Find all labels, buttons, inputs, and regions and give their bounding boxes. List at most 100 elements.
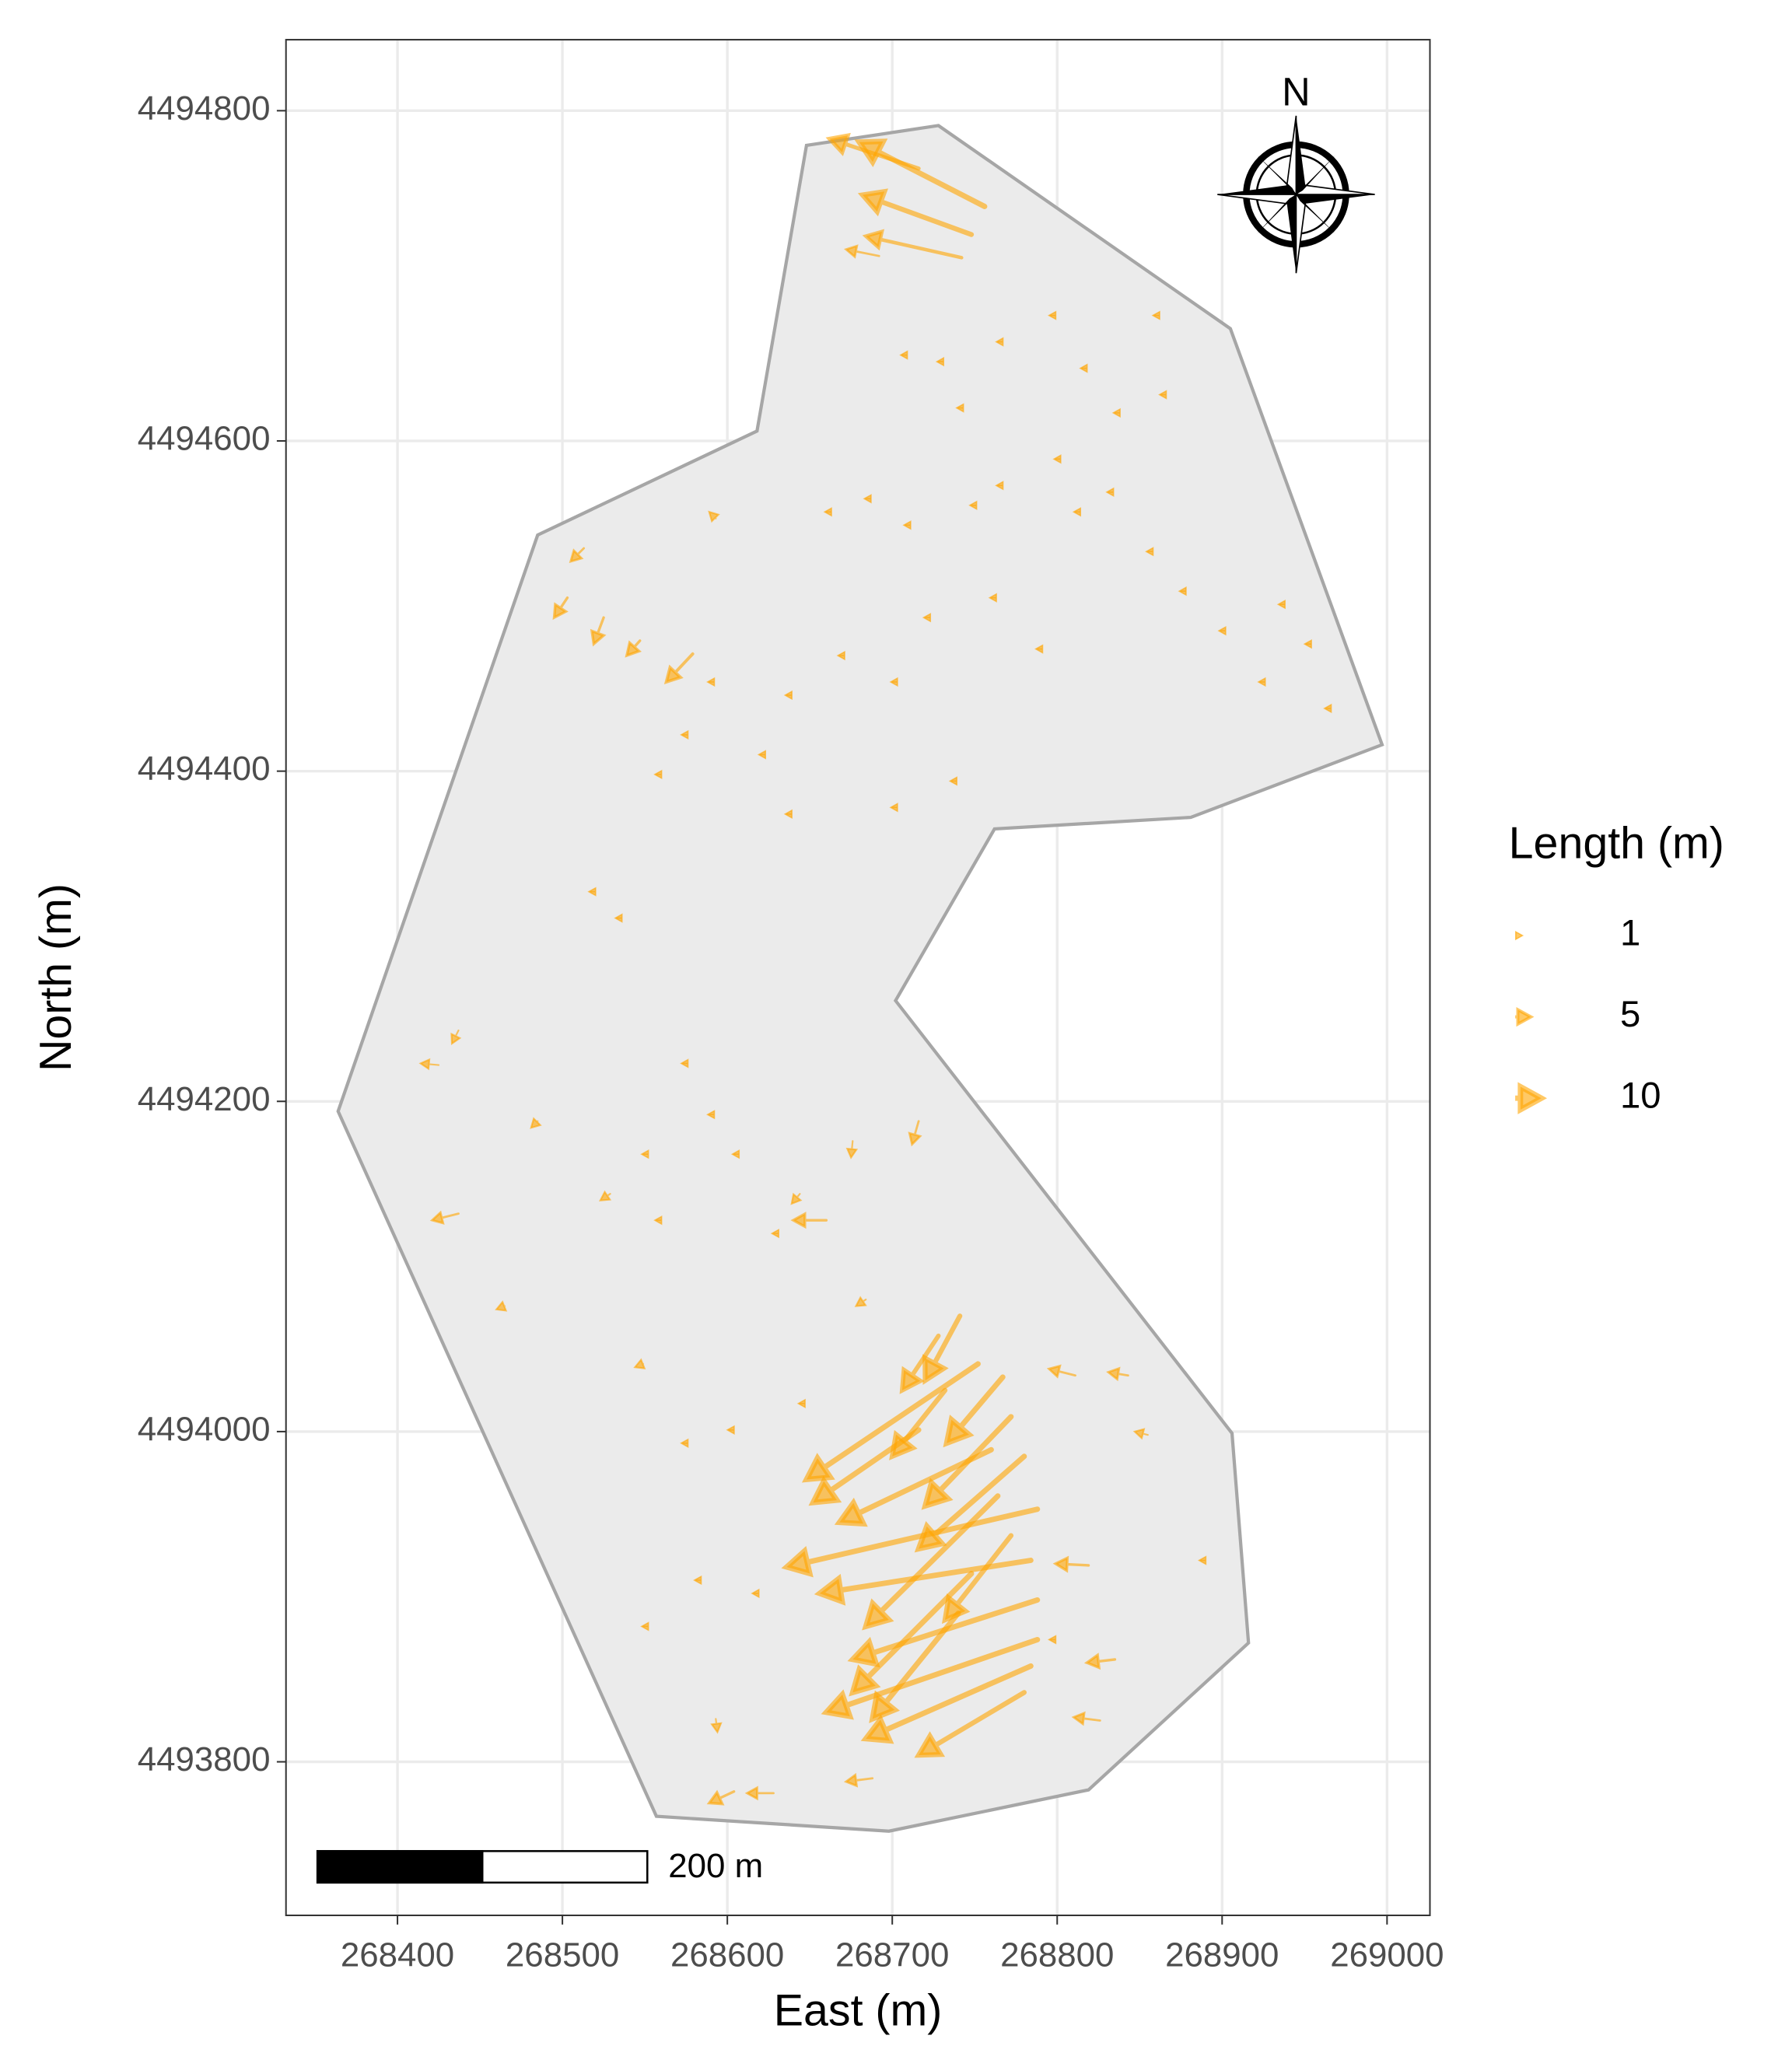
displacement-arrow	[836, 650, 845, 661]
displacement-arrow	[1079, 363, 1088, 373]
plot-area	[336, 124, 1384, 1833]
displacement-arrow	[922, 1313, 963, 1385]
displacement-arrow	[854, 1296, 867, 1307]
displacement-arrow	[770, 1228, 779, 1239]
displacement-arrow	[995, 481, 1004, 491]
x-tick-label: 268700	[835, 1936, 949, 1974]
displacement-arrow	[1257, 677, 1266, 687]
displacement-arrow	[429, 1210, 460, 1225]
y-tick-label: 4493800	[138, 1740, 271, 1778]
displacement-arrow	[1047, 1635, 1057, 1645]
displacement-arrow	[823, 507, 832, 517]
displacement-arrow	[450, 1029, 462, 1045]
displacement-arrow	[869, 1611, 961, 1723]
legend-label: 5	[1620, 994, 1640, 1035]
displacement-arrow	[921, 1414, 1014, 1510]
displacement-arrow	[988, 593, 997, 603]
displacement-arrow	[1132, 1428, 1149, 1440]
y-tick-label: 4494000	[138, 1410, 271, 1448]
scale-bar: 200 m	[316, 1847, 763, 1885]
displacement-arrow	[640, 1621, 649, 1632]
displacement-arrow	[889, 677, 898, 687]
legend-key	[1515, 1007, 1535, 1027]
x-axis-title: East (m)	[774, 1986, 943, 2036]
displacement-arrow	[726, 1425, 735, 1435]
displacement-arrow	[889, 1387, 948, 1460]
displacement-arrow	[814, 1558, 1034, 1606]
displacement-arrow	[587, 887, 597, 897]
displacement-arrow	[1083, 1653, 1117, 1670]
displacement-arrow	[730, 1149, 740, 1159]
displacement-arrow	[552, 596, 569, 621]
displacement-arrow	[653, 769, 663, 780]
north-label: N	[1282, 69, 1311, 114]
x-tick-label: 269000	[1330, 1936, 1444, 1974]
displacement-arrow	[633, 1358, 646, 1369]
displacement-arrow	[862, 1493, 1001, 1631]
y-tick-label: 4494200	[138, 1080, 271, 1118]
displacement-arrow	[663, 652, 695, 684]
displacement-arrow	[857, 188, 975, 237]
displacement-arrow	[614, 913, 623, 923]
displacement-arrow	[495, 1300, 508, 1312]
displacement-arrow	[1071, 1711, 1101, 1726]
displacement-arrow	[843, 244, 880, 259]
displacement-arrow	[863, 494, 872, 504]
displacement-arrow	[693, 1575, 702, 1586]
displacement-arrow	[1323, 703, 1332, 714]
displacement-arrow	[1178, 586, 1187, 596]
displacement-arrow	[1034, 644, 1044, 654]
displacement-arrow	[1072, 507, 1082, 517]
displacement-arrow	[834, 1446, 994, 1527]
displacement-arrow	[706, 1789, 736, 1806]
displacement-arrow	[710, 1718, 723, 1734]
displacement-arrow	[968, 500, 978, 510]
displacement-arrow	[625, 639, 642, 658]
legend-key	[1514, 930, 1524, 941]
displacement-arrow	[849, 1571, 975, 1697]
axes: 268400 268500 268600 268700 268800 268900 2690…	[138, 89, 1444, 1974]
displacement-arrow	[783, 690, 793, 701]
displacement-arrow	[418, 1058, 440, 1071]
displacement-arrow	[706, 677, 716, 687]
displacement-arrow	[948, 776, 957, 786]
displacement-arrow	[922, 612, 932, 623]
x-tick-label: 268800	[1000, 1936, 1114, 1974]
displacement-arrow	[843, 1772, 874, 1788]
displacement-arrow	[899, 350, 908, 360]
displacement-arrow	[845, 1140, 859, 1159]
displacement-arrow	[706, 1110, 716, 1120]
y-tick-label: 4494800	[138, 89, 271, 128]
displacement-arrow	[1197, 1555, 1207, 1565]
displacement-arrow	[708, 510, 720, 523]
displacement-arrow	[640, 1149, 649, 1159]
displacement-arrow	[744, 1785, 775, 1801]
scale-bar-label: 200 m	[668, 1847, 763, 1885]
scale-bar-black	[316, 1850, 484, 1884]
displacement-arrow	[899, 1333, 941, 1394]
displacement-arrow	[1217, 625, 1227, 636]
displacement-arrow	[751, 1588, 760, 1599]
legend-label: 1	[1620, 913, 1640, 954]
y-tick-label: 4494600	[138, 420, 271, 458]
legend-title: Length (m)	[1509, 819, 1724, 869]
y-axis-title: North (m)	[31, 883, 81, 1072]
displacement-arrow	[680, 1438, 689, 1448]
displacement-arrow	[783, 809, 793, 820]
displacement-arrow	[955, 403, 964, 413]
displacement-arrow	[790, 1192, 803, 1205]
displacement-arrow	[653, 1215, 663, 1226]
displacement-arrow	[1105, 487, 1115, 497]
displacement-arrow	[1276, 600, 1286, 610]
displacement-arrow	[1047, 310, 1057, 320]
x-tick-label: 268900	[1165, 1936, 1279, 1974]
displacement-arrow	[796, 1398, 806, 1408]
legend-label: 10	[1620, 1075, 1661, 1117]
displacement-arrow	[1052, 1555, 1090, 1573]
displacement-arrow	[598, 1190, 612, 1201]
displacement-arrow	[1052, 454, 1062, 464]
displacement-arrow	[914, 1690, 1027, 1758]
x-tick-label: 268400	[341, 1936, 454, 1974]
